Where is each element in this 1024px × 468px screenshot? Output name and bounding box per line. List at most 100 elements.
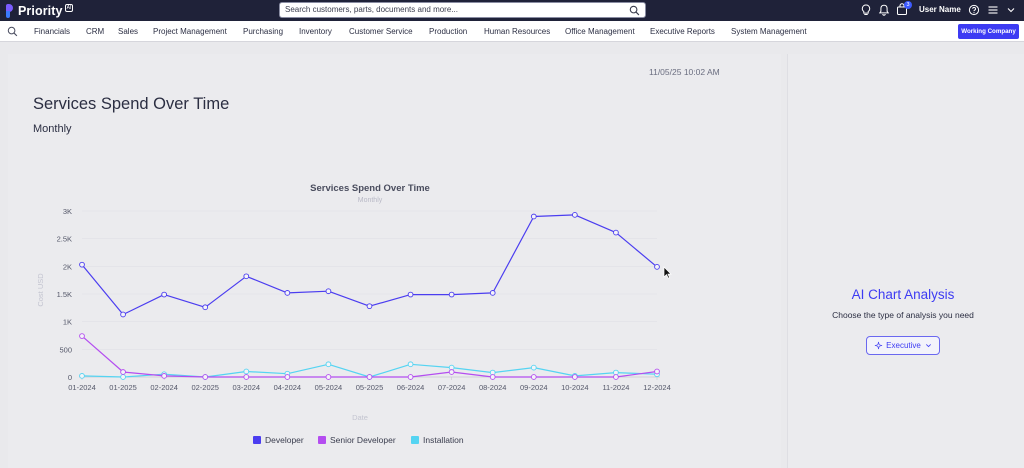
report-panel: [8, 54, 781, 468]
chevron-down-icon: [925, 344, 931, 348]
chart-x-axis-label: Date: [352, 413, 368, 422]
menu-item-office-management[interactable]: Office Management: [565, 27, 635, 36]
chevron-down-icon[interactable]: [1004, 3, 1018, 17]
data-point-developer[interactable]: [572, 212, 578, 218]
menu-search-icon[interactable]: [7, 26, 18, 37]
bell-icon[interactable]: [877, 3, 891, 17]
y-tick-label: 2.5K: [57, 235, 72, 244]
services-spend-chart: Services Spend Over Time Monthly Cost US…: [36, 183, 671, 422]
y-tick-label: 2K: [63, 262, 72, 271]
chart-subtitle: Monthly: [358, 197, 383, 204]
menu-item-executive-reports[interactable]: Executive Reports: [650, 27, 715, 36]
data-point-senior-developer[interactable]: [366, 374, 373, 380]
analysis-type-dropdown[interactable]: Executive: [866, 336, 940, 355]
y-tick-label: 1K: [63, 318, 72, 327]
data-point-developer[interactable]: [407, 291, 414, 298]
data-point-installation[interactable]: [325, 361, 332, 368]
x-tick-label: 05-2025: [356, 383, 384, 392]
data-point-senior-developer[interactable]: [202, 374, 209, 380]
data-point-senior-developer[interactable]: [325, 374, 332, 380]
data-point-developer[interactable]: [366, 303, 373, 310]
y-tick-label: 0: [68, 373, 72, 382]
data-point-developer[interactable]: [161, 291, 167, 298]
x-tick-label: 08-2024: [479, 383, 507, 392]
series-line-senior-developer: [81, 335, 658, 378]
legend-swatch: [411, 436, 419, 444]
data-point-developer[interactable]: [243, 273, 250, 280]
data-point-senior-developer[interactable]: [120, 369, 126, 375]
data-point-developer[interactable]: [654, 264, 660, 270]
legend-item-installation[interactable]: Installation: [411, 435, 464, 445]
data-point-developer[interactable]: [613, 229, 619, 236]
data-point-installation[interactable]: [243, 368, 250, 375]
menu-item-sales[interactable]: Sales: [118, 27, 139, 36]
menu-item-human-resources[interactable]: Human Resources: [484, 27, 551, 36]
data-point-developer[interactable]: [448, 291, 455, 298]
ai-panel-title: AI Chart Analysis: [851, 287, 955, 302]
data-point-senior-developer[interactable]: [79, 333, 85, 339]
x-tick-label: 05-2024: [315, 383, 343, 392]
help-icon[interactable]: [967, 3, 981, 17]
data-point-senior-developer[interactable]: [572, 374, 578, 380]
data-point-senior-developer[interactable]: [489, 374, 496, 380]
working-company-button[interactable]: Working Company: [958, 24, 1019, 39]
data-point-senior-developer[interactable]: [284, 374, 291, 380]
legend-item-senior-developer[interactable]: Senior Developer: [318, 435, 396, 445]
report-timestamp: 11/05/25 10:02 AM: [649, 67, 720, 77]
data-point-senior-developer[interactable]: [654, 368, 660, 375]
mouse-cursor-icon: [663, 266, 672, 279]
menu-item-production[interactable]: Production: [429, 27, 468, 36]
data-point-developer[interactable]: [325, 288, 332, 295]
x-tick-label: 02-2025: [191, 383, 219, 392]
search-icon[interactable]: [629, 5, 640, 16]
cart-icon[interactable]: [895, 3, 909, 17]
x-tick-label: 01-2024: [68, 383, 96, 392]
menu-item-financials[interactable]: Financials: [34, 27, 71, 36]
search-placeholder: Search customers, parts, documents and m…: [285, 5, 458, 14]
x-tick-label: 07-2024: [438, 383, 466, 392]
data-point-senior-developer[interactable]: [530, 374, 537, 380]
y-tick-label: 3K: [63, 207, 72, 216]
legend-label: Installation: [423, 435, 464, 445]
legend-label: Developer: [265, 435, 304, 445]
menu-item-crm[interactable]: CRM: [86, 27, 105, 36]
series-line-developer: [81, 214, 658, 316]
data-point-installation[interactable]: [79, 373, 85, 379]
ai-analysis-panel: [787, 54, 1024, 468]
data-point-senior-developer[interactable]: [161, 373, 167, 379]
chart-y-axis-label: Cost USD: [36, 273, 45, 307]
menu-item-project-management[interactable]: Project Management: [153, 27, 227, 36]
x-tick-label: 04-2024: [274, 383, 302, 392]
legend-swatch: [318, 436, 326, 444]
x-tick-label: 06-2024: [397, 383, 425, 392]
data-point-senior-developer[interactable]: [613, 374, 619, 380]
data-point-developer[interactable]: [284, 290, 291, 296]
menu-item-purchasing[interactable]: Purchasing: [243, 27, 284, 36]
data-point-developer[interactable]: [530, 213, 537, 220]
module-menu-bar: Financials CRM Sales Project Management …: [0, 21, 1024, 42]
priority-logo[interactable]: Priority AI: [6, 3, 74, 18]
data-point-senior-developer[interactable]: [407, 374, 414, 380]
data-point-installation[interactable]: [530, 364, 537, 371]
legend-swatch: [253, 436, 261, 444]
hamburger-menu-icon[interactable]: [986, 3, 1000, 17]
logo-text: Priority: [18, 3, 63, 18]
menu-item-customer-service[interactable]: Customer Service: [349, 27, 413, 36]
y-tick-label: 1.5K: [57, 290, 72, 299]
page-title: Services Spend Over Time: [33, 95, 230, 113]
data-point-developer[interactable]: [120, 311, 126, 318]
global-search-input[interactable]: Search customers, parts, documents and m…: [279, 2, 646, 18]
data-point-developer[interactable]: [79, 261, 85, 268]
user-name[interactable]: User Name: [919, 5, 961, 14]
menu-item-inventory[interactable]: Inventory: [299, 27, 332, 36]
data-point-developer[interactable]: [202, 304, 209, 311]
menu-item-system-management[interactable]: System Management: [731, 27, 807, 36]
legend-item-developer[interactable]: Developer: [253, 435, 304, 445]
lightbulb-icon[interactable]: [859, 3, 873, 17]
data-point-installation[interactable]: [120, 374, 126, 380]
data-point-installation[interactable]: [407, 361, 414, 368]
data-point-senior-developer[interactable]: [243, 374, 250, 380]
analysis-type-label: Executive: [886, 341, 921, 350]
data-point-developer[interactable]: [489, 290, 496, 296]
data-point-senior-developer[interactable]: [448, 369, 455, 375]
